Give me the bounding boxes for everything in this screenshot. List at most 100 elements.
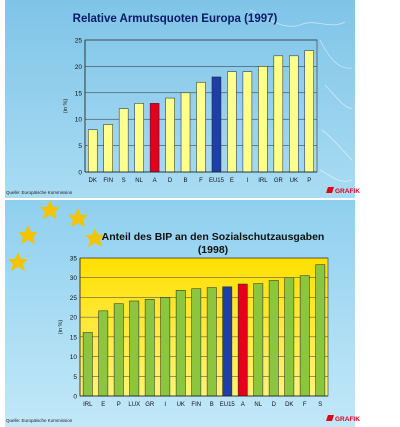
x-tick-label: FIN [103, 178, 113, 184]
bar-nl [134, 103, 144, 173]
chart2-credit-label: GRAFIK [335, 416, 360, 423]
chart2-subtitle: (1998) [198, 244, 228, 256]
x-tick-label: FIN [191, 402, 201, 408]
bar-p [304, 50, 315, 173]
bar-d [165, 97, 175, 173]
y-tick-label: 0 [73, 394, 77, 401]
chart2-source: Quelle: Europäische Kommission [6, 418, 73, 423]
star-icon [40, 200, 60, 219]
bar-d [268, 280, 279, 397]
grafik-logo-icon [326, 187, 334, 193]
x-tick-label: NL [254, 402, 262, 408]
panel1-background [5, 0, 355, 198]
x-tick-label: DK [285, 402, 293, 408]
chart2-plot: 0 5 10 15 20 25 30 35 (in %) IRL E P LUX GR I UK FIN B EU1… [58, 256, 329, 408]
bar-dk [284, 277, 295, 397]
x-tick-label: B [210, 402, 214, 408]
x-tick-label: IRL [83, 402, 93, 408]
chart1-title: Relative Armutsquoten Europa (1997) [73, 13, 278, 25]
y-tick-label: 5 [78, 143, 82, 150]
y-tick-label: 15 [70, 334, 78, 341]
bar-eu15 [222, 286, 233, 397]
x-tick-label: P [307, 178, 311, 184]
y-tick-label: 25 [70, 295, 78, 302]
panel1-map-decoration [249, 9, 353, 182]
y-tick-label: 15 [75, 90, 83, 97]
y-axis-label: (in %) [63, 99, 69, 114]
bar-irl [82, 332, 93, 397]
bar-dk [87, 129, 98, 173]
grafik-logo-icon [326, 415, 334, 421]
x-tick-label: LUX [128, 402, 140, 408]
y-tick-label: 35 [70, 256, 78, 263]
bar-e [227, 71, 237, 173]
bar-b [206, 287, 217, 397]
bar-uk [289, 55, 299, 173]
y-tick-label: 10 [70, 354, 78, 361]
x-tick-label: P [117, 402, 121, 408]
x-tick-label: A [153, 178, 157, 184]
x-tick-label: UK [290, 178, 298, 184]
bar-a [237, 283, 248, 397]
chart1-plot: 0 5 10 15 20 25 (in %) DK FIN S NL A D B F EU15 E I IRL GR U… [63, 38, 318, 184]
y-tick-label: 20 [75, 64, 83, 71]
bar-eu15 [211, 76, 222, 173]
x-tick-label: I [164, 402, 166, 408]
bar-f [196, 81, 206, 173]
chart2-credit: GRAFIK [326, 415, 360, 423]
x-tick-label: S [122, 178, 126, 184]
x-tick-label: B [184, 178, 188, 184]
chart1-credit-label: GRAFIK [335, 188, 360, 195]
y-axis-label: (in %) [58, 320, 64, 335]
x-tick-label: E [230, 178, 234, 184]
bar-f [299, 275, 310, 397]
x-tick-label: F [303, 402, 307, 408]
bar-uk [175, 290, 186, 397]
x-tick-label: GR [145, 402, 155, 408]
chart1-credit: GRAFIK [326, 187, 360, 195]
bar-nl [253, 283, 264, 397]
bar-fin [103, 124, 113, 173]
star-icon [8, 252, 28, 271]
y-tick-label: 0 [78, 170, 82, 177]
chart2-title: Anteil des BIP an den Sozialschutzausgab… [102, 231, 325, 243]
x-tick-label: S [318, 402, 322, 408]
y-tick-label: 20 [70, 315, 78, 322]
x-tick-label: IRL [258, 178, 268, 184]
bar-e [98, 310, 109, 397]
x-tick-label: EU15 [220, 402, 236, 408]
x-tick-label: D [272, 402, 277, 408]
y-tick-label: 10 [75, 117, 83, 124]
bar-s [315, 264, 326, 397]
bar-a [149, 103, 160, 173]
bar-lux [129, 300, 140, 397]
bar-b [180, 92, 191, 173]
x-tick-label: NL [135, 178, 143, 184]
y-tick-label: 30 [70, 275, 78, 282]
x-tick-label: DK [89, 178, 97, 184]
bar-gr [273, 55, 284, 173]
bar-fin [191, 288, 202, 397]
star-icon [85, 228, 105, 247]
x-tick-label: E [101, 402, 105, 408]
eu-stars-decoration [8, 200, 105, 271]
bar-p [113, 303, 124, 397]
star-icon [68, 208, 88, 227]
bar-i [160, 297, 171, 397]
x-tick-label: EU15 [209, 178, 225, 184]
bar-i [242, 71, 253, 173]
bar-irl [258, 66, 268, 173]
chart1-source: Quelle: Europäische Kommission [6, 190, 73, 195]
x-tick-label: A [241, 402, 245, 408]
star-icon [18, 225, 38, 244]
x-tick-label: GR [274, 178, 284, 184]
bar-s [118, 108, 129, 173]
x-tick-label: F [199, 178, 203, 184]
y-tick-label: 25 [75, 38, 83, 45]
bar-gr [144, 299, 155, 397]
x-tick-label: D [168, 178, 173, 184]
x-tick-label: I [247, 178, 249, 184]
y-tick-label: 5 [73, 374, 77, 381]
x-tick-label: UK [177, 402, 185, 408]
